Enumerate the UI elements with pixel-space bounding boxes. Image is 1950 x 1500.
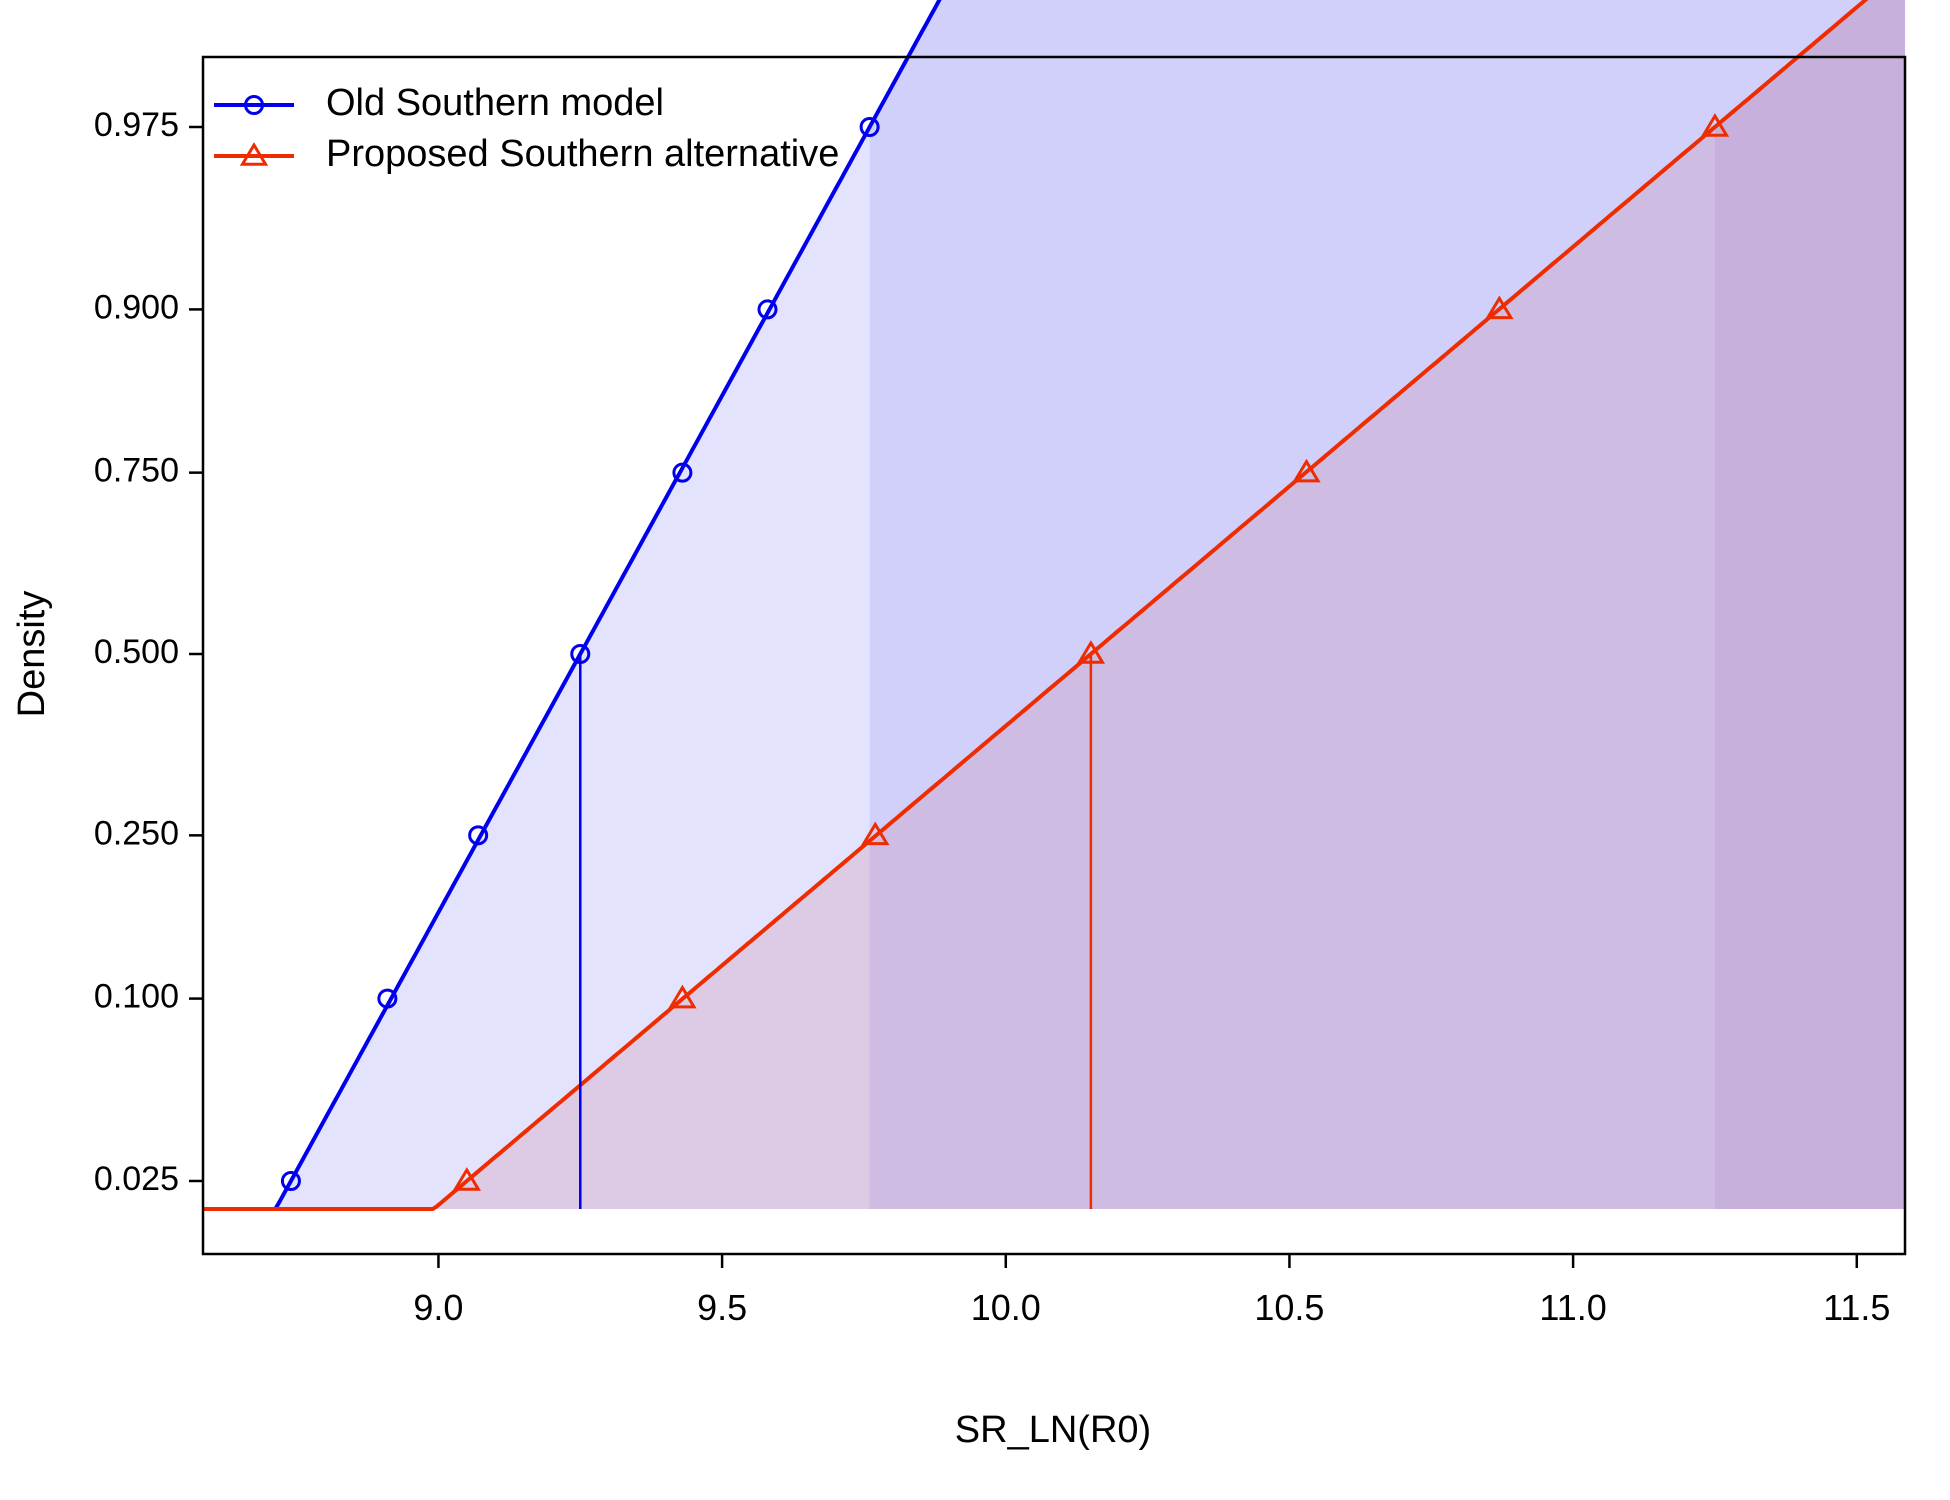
proposed-southern-marker xyxy=(1700,113,1730,137)
legend-item-proposed-southern: Proposed Southern alternative xyxy=(214,133,839,175)
x-tick-label: 11.5 xyxy=(1823,1287,1890,1328)
proposed-southern-marker xyxy=(861,821,890,846)
plot-frame xyxy=(201,55,1907,1256)
proposed-southern-marker xyxy=(452,1167,482,1191)
legend-circle-icon xyxy=(244,95,264,115)
proposed-southern-marker xyxy=(1292,458,1321,483)
old-southern-marker xyxy=(280,1171,301,1191)
old-southern-marker xyxy=(672,462,693,483)
x-axis-title: SR_LN(R0) xyxy=(955,1409,1151,1451)
proposed-southern-marker xyxy=(1076,640,1106,664)
x-tick-label: 11.0 xyxy=(1539,1287,1606,1328)
proposed-southern-area-fill xyxy=(203,0,1905,1209)
y-tick-label: 0.900 xyxy=(94,288,179,326)
old-southern-marker xyxy=(757,299,778,320)
axes: 9.0 9.5 10.0 10.5 11.0 11.5 0.025 0.100 0.250 0.5… xyxy=(94,55,1907,1328)
y-tick-label: 0.975 xyxy=(94,106,179,144)
legend-item-old-southern: Old Southern model xyxy=(214,82,664,124)
old-southern-marker xyxy=(377,988,398,1009)
interval-fills xyxy=(203,0,1905,1209)
y-tick-label: 0.100 xyxy=(94,978,179,1016)
old-southern-upper-tail-fill xyxy=(869,0,1905,1209)
legend-triangle-icon xyxy=(239,142,269,166)
x-tick-label: 9.5 xyxy=(697,1287,747,1328)
quantile-markers xyxy=(280,113,1730,1191)
x-tick-label: 10.5 xyxy=(1254,1287,1324,1328)
old-southern-marker xyxy=(859,117,880,137)
y-tick-label: 0.025 xyxy=(94,1160,179,1198)
legend: Old Southern model Proposed Southern alte… xyxy=(214,82,839,175)
x-tick-label: 10.0 xyxy=(971,1287,1041,1328)
y-tick-label: 0.500 xyxy=(94,633,179,671)
legend-label: Old Southern model xyxy=(326,82,664,124)
y-tick-label: 0.250 xyxy=(94,814,179,852)
proposed-southern-cdf-line xyxy=(203,0,1869,1211)
series-curves xyxy=(203,0,1869,1211)
old-southern-area-fill xyxy=(203,0,1905,1209)
old-southern-marker xyxy=(468,825,489,846)
median-lines xyxy=(579,654,1093,1209)
proposed-southern-marker xyxy=(1485,295,1514,320)
old-southern-cdf-line xyxy=(203,0,942,1211)
proposed-southern-marker xyxy=(668,984,697,1009)
y-axis-title: Density xyxy=(11,591,53,718)
legend-label: Proposed Southern alternative xyxy=(326,133,839,175)
x-tick-label: 9.0 xyxy=(413,1287,463,1328)
old-southern-marker xyxy=(570,644,591,664)
proposed-southern-upper-tail-fill xyxy=(1714,0,1905,1209)
y-tick-label: 0.750 xyxy=(94,452,179,490)
